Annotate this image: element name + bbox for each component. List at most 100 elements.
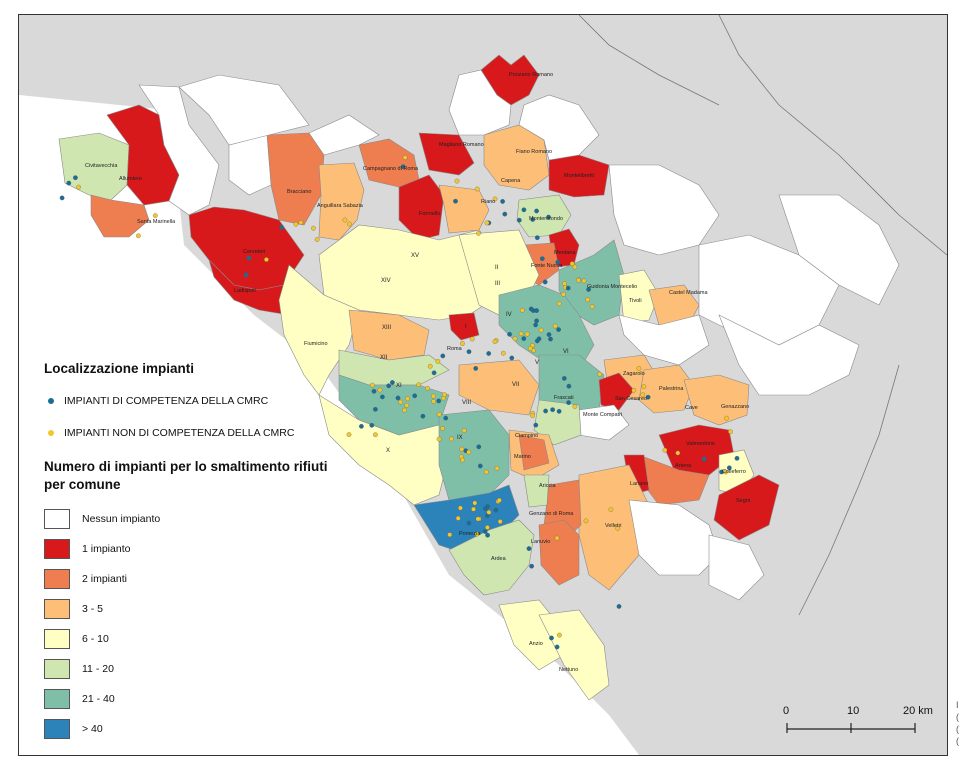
municipality-label: Colleferro [722,469,746,475]
plant-point-non-cmrc [512,336,518,342]
municipality-label: Civitavecchia [85,163,118,169]
plant-point-non-cmrc [483,469,489,475]
plant-point-non-cmrc [492,196,498,202]
district-label: XIV [381,278,391,284]
plant-point-non-cmrc [572,404,578,409]
municipality-label: Ladispoli [234,288,256,294]
district-label: V [535,360,539,366]
legend-class-label: Nessun impianto [82,513,161,525]
plant-point-cmrc [369,422,375,428]
plant-point-cmrc [453,198,458,204]
plant-point-non-cmrc [431,393,436,399]
plant-point-non-cmrc [298,220,304,225]
plant-point-non-cmrc [346,432,352,437]
plant-point-cmrc [566,400,571,405]
plant-point-non-cmrc [597,371,603,377]
municipality-bracciano [266,132,325,226]
plant-point-cmrc [616,604,622,609]
plant-point-non-cmrc [455,515,461,521]
plant-point-non-cmrc [474,531,480,537]
plant-point-non-cmrc [436,412,442,417]
municipality-fiumicino [278,264,360,396]
municipality-roma-x [318,394,450,506]
legend-classes-subtitle: per comune [44,477,121,492]
municipality-north-none-4 [518,94,600,161]
plant-point-non-cmrc [608,507,614,512]
side-text-fragment: ( [956,712,959,722]
plant-point-non-cmrc [576,277,581,283]
district-label: XV [411,253,419,259]
plant-point-cmrc [555,259,561,265]
plant-point-cmrc [565,285,571,291]
cmrc-dot-icon [48,398,54,404]
plant-point-cmrc [548,336,553,342]
plant-point-cmrc [73,175,78,181]
municipality-lanuvio [538,519,580,586]
plant-point-cmrc [380,394,385,400]
plant-point-non-cmrc [76,184,81,190]
municipality-campagnano [358,138,420,188]
plant-point-cmrc [534,308,539,313]
plant-point-non-cmrc [431,399,436,404]
plant-point-cmrc [550,407,555,413]
plant-point-cmrc [485,532,490,538]
plant-point-cmrc [493,507,499,513]
municipality-east-none-5 [618,314,710,366]
scale-bar [786,723,916,733]
plant-point-cmrc [500,199,505,204]
municipality-ariccia [523,474,550,508]
municipality-label: Fiano Romano [516,149,552,155]
plant-point-cmrc [502,211,508,217]
plant-point-cmrc [586,287,591,292]
municipality-label: Segni [736,498,750,504]
municipality-label: Marino [514,454,531,460]
region-border-line [578,15,720,106]
municipality-label: Ciampino [515,433,538,439]
plant-point-cmrc [390,380,395,385]
municipality-roma-xiii [348,309,430,361]
plant-point-non-cmrc [552,323,558,329]
municipality-label: Pomezia [459,531,481,537]
region-border-line [718,15,947,256]
municipality-label: Ardea [491,556,507,562]
municipality-anguillara [318,162,365,241]
municipality-san-cesareo [598,372,635,411]
plant-point-non-cmrc [589,304,595,310]
plant-point-non-cmrc [293,221,299,227]
plant-point-non-cmrc [585,297,591,303]
plant-point-cmrc [412,393,418,399]
plant-point-non-cmrc [519,307,525,313]
district-label: VIII [462,400,471,406]
municipality-label: Palestrina [659,386,684,392]
plant-point-cmrc [561,376,567,381]
plant-point-non-cmrc [728,429,733,435]
municipality-east-none-1 [608,164,720,256]
class-swatch [44,689,70,709]
district-label: IX [457,435,463,441]
municipality-label: Anzio [529,641,543,647]
municipality-label: Anguillara Sabazia [317,203,364,209]
municipality-east-none-4 [718,314,860,396]
legend-class-5: 11 - 20 [44,659,114,679]
municipality-label: Valmontone [686,441,715,447]
legend-class-label: 6 - 10 [82,633,109,645]
plant-point-cmrc [486,351,492,356]
plant-point-non-cmrc [461,428,467,433]
plant-point-non-cmrc [398,399,403,405]
legend-item-label: IMPIANTI DI COMPETENZA DELLA CMRC [64,395,269,407]
plant-point-cmrc [466,520,472,526]
district-label: IV [506,312,512,318]
plant-point-non-cmrc [427,363,433,369]
plant-point-cmrc [556,327,561,332]
plant-point-cmrc [373,406,378,412]
municipality-label: Velletri [605,523,622,529]
municipality-roma-viii-vii [458,359,540,416]
plant-point-non-cmrc [449,436,454,442]
plant-point-non-cmrc [435,358,441,364]
municipality-nettuno [538,609,610,701]
municipality-label: Nettuno [559,667,578,673]
plant-point-non-cmrc [311,225,316,231]
plant-point-non-cmrc [485,525,490,530]
district-label: XI [396,383,402,389]
plant-point-non-cmrc [500,350,506,356]
